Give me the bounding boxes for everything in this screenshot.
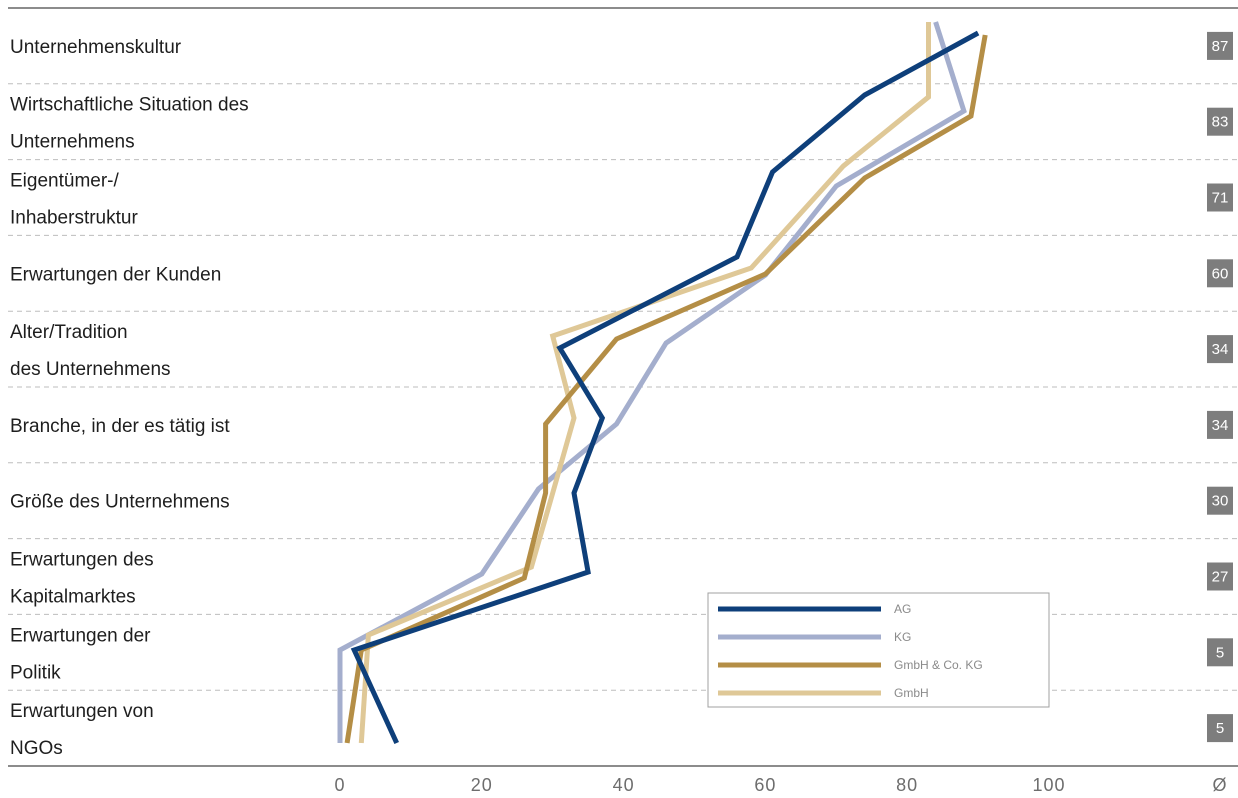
- legend-label: KG: [894, 630, 911, 644]
- category-label: Erwartungen von: [10, 701, 154, 722]
- x-tick-label: 80: [896, 775, 918, 795]
- average-value: 5: [1216, 644, 1224, 661]
- row-separators: [8, 83, 1238, 691]
- average-value: 34: [1212, 341, 1229, 358]
- average-value: 71: [1212, 190, 1229, 207]
- average-value: 34: [1212, 417, 1229, 434]
- average-badge: [1207, 638, 1233, 667]
- category-label: des Unternehmens: [10, 359, 171, 380]
- category-label: Erwartungen der Kunden: [10, 264, 221, 285]
- legend-label: AG: [894, 602, 911, 616]
- category-label: Eigentümer-/: [10, 171, 119, 192]
- average-value: 27: [1212, 569, 1229, 586]
- average-value: 83: [1212, 114, 1229, 131]
- average-badge: [1207, 183, 1233, 212]
- average-badge: [1207, 107, 1233, 136]
- category-label: Politik: [10, 662, 61, 683]
- series-line-ag: [350, 30, 980, 745]
- category-label: Unternehmenskultur: [10, 37, 182, 58]
- average-badge: [1207, 259, 1233, 288]
- average-badge: [1207, 410, 1233, 439]
- x-tick-label: 60: [754, 775, 776, 795]
- x-tick-labels: 0 20 40 60 80 100 Ø: [334, 775, 1227, 795]
- series-lines: [337, 21, 988, 745]
- category-label: Kapitalmarktes: [10, 587, 136, 608]
- average-badge: [1207, 31, 1233, 60]
- legend-box: [707, 592, 1050, 708]
- category-label: NGOs: [10, 738, 63, 759]
- average-value: 60: [1212, 265, 1229, 282]
- average-axis-label: Ø: [1212, 775, 1227, 795]
- average-badge: [1207, 335, 1233, 364]
- series-line-kg: [337, 21, 967, 743]
- category-label: Alter/Tradition: [10, 322, 128, 343]
- average-badge: [1207, 714, 1233, 743]
- category-label: Wirtschaftliche Situation des: [10, 95, 249, 116]
- legend: AG KG GmbH & Co. KG GmbH: [707, 592, 1050, 708]
- category-labels: Unternehmenskultur Wirtschaftliche Situat…: [10, 37, 249, 759]
- average-badge: [1207, 486, 1233, 515]
- category-label: Erwartungen des: [10, 550, 154, 571]
- average-value: 30: [1212, 493, 1229, 510]
- legend-label: GmbH & Co. KG: [894, 658, 983, 672]
- category-label: Größe des Unternehmens: [10, 492, 230, 513]
- legend-label: GmbH: [894, 686, 929, 700]
- series-line-gmbh: [358, 22, 931, 744]
- average-badge: [1207, 562, 1233, 591]
- average-badges: 87 83 71 60 34 34 30 27 5 5: [1207, 31, 1233, 743]
- category-label: Inhaberstruktur: [10, 208, 138, 229]
- average-value: 87: [1212, 38, 1229, 55]
- category-label: Branche, in der es tätig ist: [10, 416, 230, 437]
- average-value: 5: [1216, 720, 1224, 737]
- x-tick-label: 20: [471, 775, 493, 795]
- category-label: Unternehmens: [10, 132, 135, 153]
- x-tick-label: 100: [1032, 775, 1065, 795]
- x-tick-label: 40: [613, 775, 635, 795]
- x-tick-label: 0: [334, 775, 345, 795]
- category-label: Erwartungen der: [10, 625, 151, 646]
